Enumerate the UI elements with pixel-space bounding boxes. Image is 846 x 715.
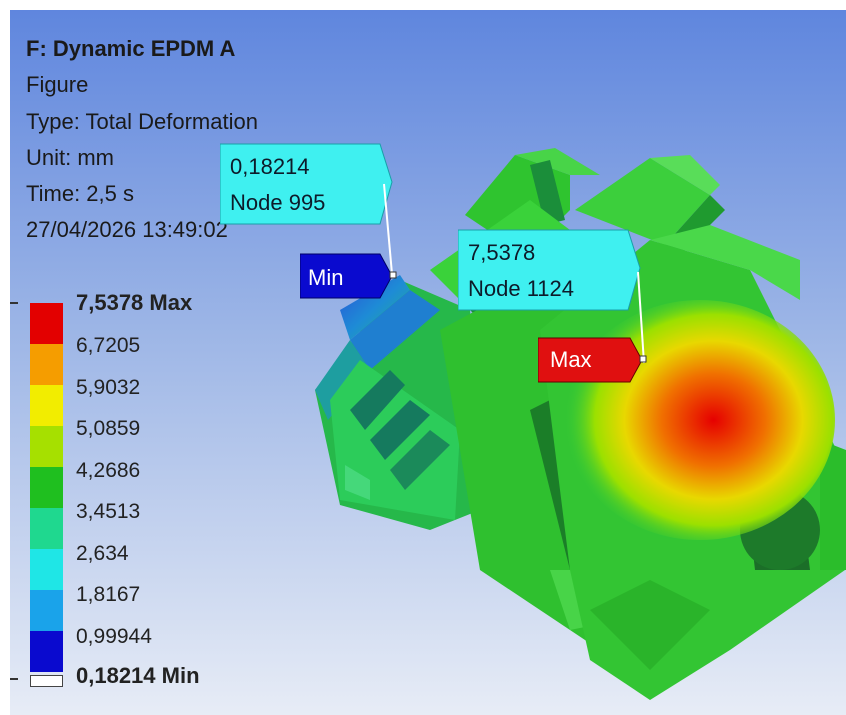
result-title: F: Dynamic EPDM A [26, 36, 236, 61]
legend-swatch [30, 426, 63, 467]
legend-swatch [30, 508, 63, 549]
max-probe-callout-shape [458, 229, 645, 364]
result-type: Type: Total Deformation [26, 109, 258, 134]
result-datetime: 27/04/2026 13:49:02 [26, 217, 228, 242]
result-unit: Unit: mm [26, 145, 114, 170]
viewport-3d[interactable]: F: Dynamic EPDM A Figure Type: Total Def… [10, 10, 846, 715]
legend-swatch [30, 385, 63, 426]
model-left-body [315, 275, 480, 530]
max-probe-value: 7,5378 [468, 240, 536, 265]
legend-swatch [30, 344, 63, 385]
legend-level-label: 4,2686 [76, 458, 141, 482]
legend-swatch [30, 631, 63, 672]
max-probe-node: Node 1124 [468, 276, 575, 301]
legend-min-tick [10, 678, 18, 680]
min-tag[interactable]: Min [308, 265, 344, 290]
legend-min-label: 0,18214 Min [76, 663, 200, 688]
legend-swatch [30, 303, 63, 344]
legend-min-swatch [30, 675, 63, 687]
max-tag-shape [538, 337, 647, 383]
legend-swatch [30, 549, 63, 590]
legend-level-label: 1,8167 [76, 583, 141, 606]
legend-level-label: 5,9032 [76, 375, 141, 399]
legend-max-tick [10, 302, 18, 304]
legend-level-label: 3,4513 [76, 500, 141, 523]
legend-max-label: 7,5378 Max [76, 290, 193, 315]
legend-level-label: 2,634 [76, 541, 129, 565]
result-time: Time: 2,5 s [26, 181, 134, 206]
min-probe-value: 0,18214 [230, 154, 310, 179]
max-tag[interactable]: Max [550, 347, 592, 372]
legend-swatch [30, 590, 63, 631]
legend-level-label: 6,7205 [76, 334, 141, 357]
min-probe-callout-shape [220, 143, 393, 275]
result-subtitle: Figure [26, 72, 89, 97]
min-probe-node: Node 995 [230, 190, 326, 215]
legend-level-label: 0,99944 [76, 624, 152, 648]
legend-color-bar [30, 303, 63, 672]
legend-swatch [30, 467, 63, 508]
legend-level-label: 5,0859 [76, 417, 141, 440]
min-tag-shape [300, 253, 397, 299]
